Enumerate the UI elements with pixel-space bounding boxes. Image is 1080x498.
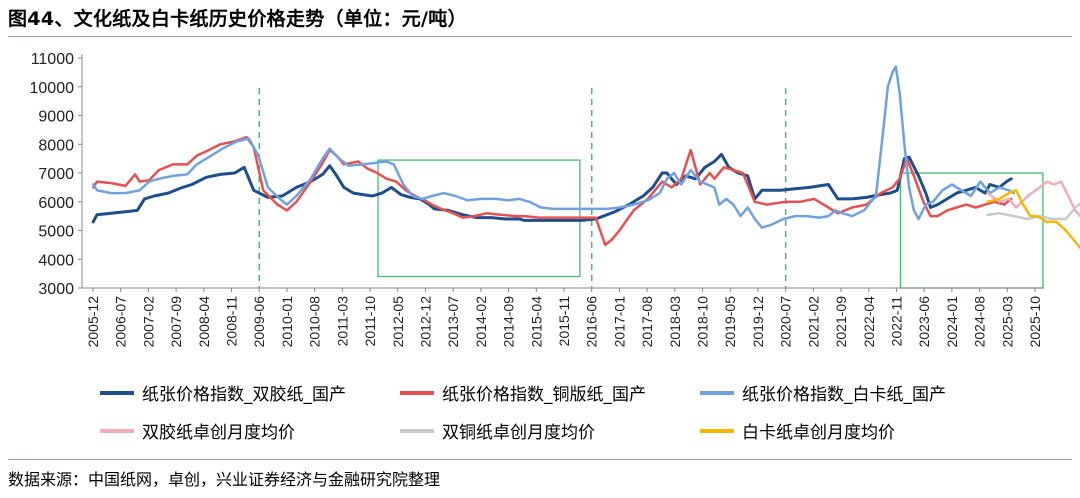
x-axis: 2005-12 2006-07 2007-02 2007-09 2008-04 2008-…: [82, 287, 1044, 348]
x-tick-label: 2017-08: [639, 296, 655, 348]
x-tick-label: 2020-07: [778, 296, 794, 348]
y-axis: 3000 4000 5000 6000 7000 8000 9000 10000 11000: [30, 51, 83, 298]
x-tick-label: 2022-11: [888, 296, 904, 347]
x-tick-label: 2021-02: [805, 296, 821, 348]
x-tick-label: 2017-01: [611, 296, 627, 348]
series-line-5: [986, 202, 1080, 221]
x-tick-label: 2008-11: [224, 296, 240, 347]
x-tick-label: 2023-06: [916, 296, 932, 348]
legend-swatch: [400, 429, 434, 433]
y-tick-label: 8000: [38, 137, 74, 154]
x-tick-label: 2011-03: [334, 296, 350, 347]
x-tick-label: 2012-12: [417, 296, 433, 348]
y-tick-label: 5000: [38, 224, 74, 241]
highlight-box: [899, 172, 1044, 289]
y-tick-label: 9000: [38, 109, 74, 126]
x-tick-label: 2018-03: [667, 296, 683, 348]
y-tick-label: 4000: [38, 252, 74, 269]
x-tick-label: 2019-12: [750, 296, 766, 348]
y-tick-label: 7000: [38, 166, 74, 183]
legend-item: 纸张价格指数_铜版纸_国产: [400, 380, 646, 405]
legend-item: 双铜纸卓创月度均价: [400, 418, 595, 443]
x-tick-label: 2010-08: [307, 296, 323, 348]
series-line-1: [91, 152, 1013, 224]
line-chart: 3000 4000 5000 6000 7000 8000 9000 10000 11000 2…: [30, 51, 1080, 348]
legend-swatch: [100, 429, 134, 433]
x-tick-label: 2014-09: [501, 296, 517, 348]
page-title: 图44、文化纸及白卡纸历史价格走势（单位：元/吨）: [8, 8, 467, 30]
x-tick-label: 2025-10: [1027, 296, 1043, 348]
x-tick-label: 2007-09: [168, 296, 184, 348]
y-tick-label: 11000: [31, 51, 74, 68]
series-line-2: [91, 135, 1013, 247]
series-line-6: [986, 189, 1080, 250]
legend-label: 白卡纸卓创月度均价: [742, 423, 895, 443]
x-tick-label: 2013-07: [445, 296, 461, 348]
x-tick-label: 2011-10: [362, 296, 378, 347]
legend-swatch: [700, 429, 734, 433]
x-tick-label: 2005-12: [85, 296, 101, 348]
x-tick-label: 2018-10: [695, 296, 711, 348]
legend-swatch: [700, 391, 734, 395]
legend-item: 白卡纸卓创月度均价: [700, 418, 895, 443]
x-tick-label: 2021-09: [833, 296, 849, 348]
x-tick-label: 2012-05: [390, 296, 406, 348]
legend-item: 双胶纸卓创月度均价: [100, 418, 295, 443]
x-tick-label: 2009-06: [251, 296, 267, 348]
title-divider: [8, 36, 1072, 37]
x-tick-label: 2025-03: [999, 296, 1015, 348]
y-tick-label: 3000: [38, 281, 74, 298]
x-tick-label: 2015-04: [528, 296, 544, 348]
x-tick-label: 2006-07: [113, 296, 129, 348]
x-tick-label: 2015-11: [556, 296, 572, 347]
x-tick-label: 2010-01: [279, 296, 295, 348]
legend-label: 纸张价格指数_双胶纸_国产: [142, 385, 346, 405]
legend-label: 纸张价格指数_铜版纸_国产: [442, 385, 646, 405]
legend-swatch: [100, 391, 134, 395]
y-tick-label: 6000: [38, 195, 74, 212]
x-tick-label: 2024-08: [972, 296, 988, 348]
legend-swatch: [400, 391, 434, 395]
x-tick-label: 2008-04: [196, 296, 212, 348]
legend-label: 双胶纸卓创月度均价: [142, 423, 295, 443]
legend-label: 双铜纸卓创月度均价: [442, 423, 595, 443]
series-line-4: [986, 180, 1080, 218]
source-note: 数据来源：中国纸网，卓创，兴业证券经济与金融研究院整理: [8, 470, 441, 489]
series-line-3: [91, 65, 1015, 229]
x-tick-label: 2019-05: [722, 296, 738, 348]
x-tick-label: 2024-01: [944, 296, 960, 348]
x-tick-label: 2014-02: [473, 296, 489, 348]
legend-item: 纸张价格指数_双胶纸_国产: [100, 380, 346, 405]
x-tick-label: 2016-06: [584, 296, 600, 348]
x-tick-label: 2022-04: [861, 296, 877, 348]
legend-label: 纸张价格指数_白卡纸_国产: [742, 385, 946, 405]
source-divider: [8, 459, 1072, 460]
x-tick-label: 2007-02: [140, 296, 156, 348]
y-tick-label: 10000: [30, 80, 75, 97]
legend-item: 纸张价格指数_白卡纸_国产: [700, 380, 946, 405]
chart-series-group: [91, 65, 1080, 250]
